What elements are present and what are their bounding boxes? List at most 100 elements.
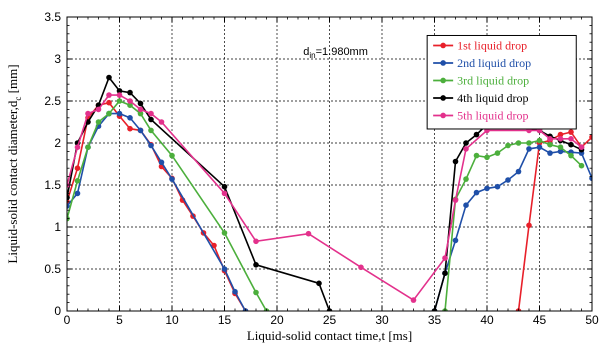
legend-swatch-marker [440, 60, 446, 66]
legend-label: 4th liquid drop [457, 91, 528, 105]
data-point [85, 144, 91, 150]
legend-label: 2nd liquid drop [457, 56, 531, 70]
data-point [232, 288, 238, 295]
data-point [442, 270, 448, 277]
data-point [452, 237, 459, 244]
data-point [67, 203, 70, 209]
data-point [494, 183, 501, 190]
data-point [484, 154, 490, 161]
series-3 [67, 98, 585, 311]
data-point [253, 262, 259, 268]
y-tick-label: 0 [54, 304, 61, 318]
data-point [158, 119, 165, 125]
data-point [568, 129, 574, 135]
x-tick-label: 20 [270, 313, 284, 327]
data-point [568, 152, 574, 159]
series-5 [67, 92, 585, 303]
data-point [463, 140, 469, 146]
y-tick-label: 1.5 [44, 178, 61, 192]
svg-text:Liquid-solid contact diameter,: Liquid-solid contact diameter,dc [mm] [5, 64, 23, 263]
data-point [221, 190, 228, 197]
data-point [410, 297, 417, 303]
data-point [169, 176, 175, 182]
data-point [148, 110, 154, 117]
data-point [484, 185, 490, 192]
data-point [127, 98, 133, 104]
data-point [505, 142, 511, 149]
data-point [95, 106, 102, 113]
data-point [106, 92, 112, 98]
data-point [557, 136, 564, 142]
data-point [463, 146, 469, 152]
legend-label: 5th liquid drop [457, 108, 528, 122]
legend-swatch-marker [440, 42, 446, 49]
series-line [67, 100, 268, 311]
x-tick-label: 15 [218, 313, 232, 327]
data-point [127, 89, 133, 96]
data-point [221, 266, 228, 272]
data-point [547, 150, 553, 156]
y-tick-label: 3 [54, 52, 61, 66]
data-point [526, 140, 532, 146]
data-point [116, 92, 123, 98]
series-line [517, 131, 592, 311]
data-point [221, 183, 228, 190]
y-tick-label: 3.5 [44, 10, 61, 24]
data-point [67, 194, 70, 201]
series-line [444, 139, 583, 311]
data-point [305, 230, 312, 237]
data-point [463, 202, 469, 208]
data-point [557, 144, 564, 150]
data-point [526, 146, 532, 152]
data-point [116, 110, 123, 117]
data-point [505, 177, 511, 183]
data-point [74, 178, 81, 184]
data-point [116, 88, 123, 94]
data-point [74, 190, 81, 197]
data-point [578, 162, 585, 169]
x-tick-label: 45 [533, 313, 547, 327]
data-point [221, 230, 228, 236]
x-tick-label: 5 [116, 313, 123, 327]
data-point [148, 116, 154, 123]
data-point [106, 99, 112, 106]
x-tick-label: 50 [585, 313, 599, 327]
legend-box [426, 34, 577, 130]
data-point [137, 127, 144, 134]
x-tick-label: 40 [480, 313, 494, 327]
data-point [589, 134, 592, 140]
data-point [473, 189, 480, 196]
data-point [127, 102, 133, 108]
y-axis-label: Liquid-solid contact diameter,dc [mm] [5, 64, 23, 263]
legend-swatch-marker [440, 95, 446, 101]
legend-label: 3rd liquid drop [457, 73, 529, 87]
data-point [169, 152, 175, 159]
data-point [127, 125, 133, 132]
data-point [74, 165, 81, 171]
data-point [316, 280, 322, 287]
data-point [557, 131, 564, 138]
legend-swatch-marker [440, 77, 446, 84]
diameter-annotation: din=1.980mm [303, 46, 368, 60]
data-point [547, 136, 553, 142]
x-tick-label: 25 [323, 313, 337, 327]
data-point [116, 98, 123, 104]
annotation-sub: in [309, 51, 315, 60]
data-point [578, 144, 585, 150]
data-point [463, 176, 469, 182]
data-point [452, 158, 459, 165]
y-tick-label: 1 [54, 220, 61, 234]
data-point [158, 159, 165, 166]
axis-ticks: 0 5 10 15 20 25 30 35 40 45 50 0 0.5 1 1.5 2 2.5 3 3.5 [44, 10, 599, 327]
data-point [74, 144, 81, 150]
x-tick-label: 0 [64, 313, 71, 327]
data-point [85, 110, 91, 117]
data-point [473, 152, 480, 159]
data-point [536, 144, 543, 150]
data-point [547, 141, 553, 148]
data-point [515, 140, 522, 146]
x-tick-label: 10 [165, 313, 179, 327]
data-point [557, 148, 564, 155]
data-point [494, 150, 501, 156]
data-point [526, 222, 532, 229]
